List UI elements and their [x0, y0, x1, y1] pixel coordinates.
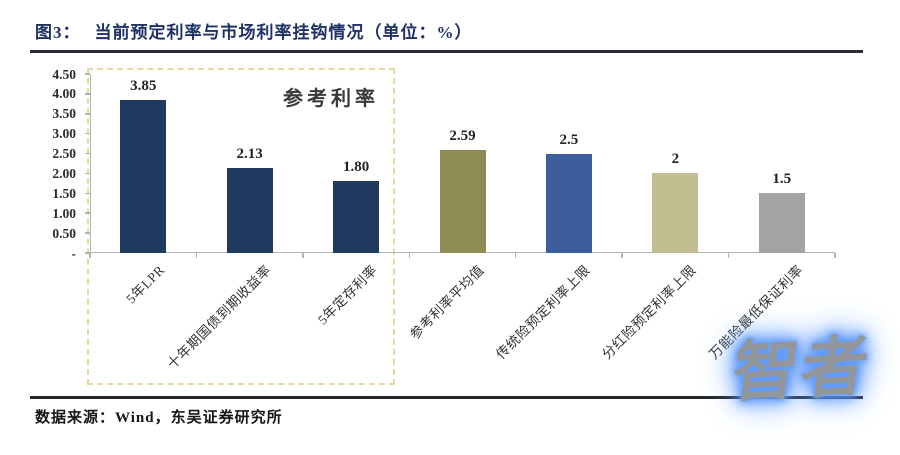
bar	[333, 181, 380, 253]
bottom-divider-line	[30, 396, 863, 399]
y-axis-tick-label: 2.00	[52, 165, 76, 181]
bar	[545, 153, 592, 253]
bar-value-label: 1.80	[342, 159, 370, 176]
bar-value-label: 2.13	[236, 146, 263, 163]
bar-value-label: 3.85	[130, 77, 157, 94]
bar	[439, 149, 486, 253]
y-axis-tick-mark	[85, 152, 90, 155]
data-source-text: 数据来源：Wind，东吴证券研究所	[35, 410, 283, 426]
y-axis-tick-label: 0.50	[52, 225, 76, 241]
x-axis-category-label: 传统险预定利率上限	[493, 262, 593, 362]
bar-value-label: 2.59	[449, 127, 476, 144]
y-axis-tick-mark	[85, 212, 90, 214]
watermark-text: 智者	[728, 330, 875, 411]
bar-value-label: 1.5	[772, 171, 792, 188]
bar	[226, 168, 273, 253]
reference-rate-dashed-box: 参考利率	[87, 68, 395, 385]
y-axis-tick-label: 4.50	[52, 66, 76, 82]
y-axis-tick-label: -	[71, 245, 77, 261]
y-axis-tick-label: 1.50	[52, 185, 76, 201]
bar-value-label: 2.5	[559, 131, 579, 148]
y-axis-tick-mark	[85, 93, 90, 95]
y-axis-tick-mark	[85, 192, 90, 195]
y-axis-tick-label: 2.50	[52, 146, 76, 162]
y-axis-tick-label: 3.50	[52, 106, 76, 122]
x-axis-tick-mark	[408, 253, 411, 258]
x-axis-category-label: 分红险预定利率上限	[599, 262, 700, 362]
bar	[652, 173, 699, 253]
x-axis-tick-mark	[514, 253, 517, 258]
y-axis-tick-mark	[85, 232, 90, 234]
x-axis-tick-mark	[621, 253, 623, 258]
y-axis-tick-mark	[85, 73, 90, 75]
bar	[758, 193, 805, 253]
y-axis-tick-mark	[85, 252, 90, 254]
x-axis-tick-mark	[302, 253, 304, 258]
x-axis-tick-mark	[89, 253, 91, 258]
x-axis-tick-mark	[727, 253, 730, 258]
figure-title: 图3： 当前预定利率与市场利率挂钩情况（单位：%）	[35, 18, 473, 43]
x-axis-tick-mark	[834, 253, 836, 258]
reference-rate-annotation: 参考利率	[283, 88, 379, 110]
y-axis-tick-mark	[85, 113, 90, 115]
title-divider-line	[30, 50, 863, 53]
y-axis-tick-label: 4.00	[52, 86, 76, 102]
bar	[120, 99, 167, 253]
x-axis-category-label: 参考利率平均值	[406, 262, 487, 343]
y-axis-tick-mark	[85, 172, 90, 175]
y-axis-tick-mark	[85, 132, 90, 135]
y-axis-tick-label: 3.00	[52, 126, 76, 142]
x-axis-tick-mark	[195, 253, 198, 258]
y-axis-tick-label: 1.00	[52, 205, 76, 221]
figure-title-prefix: 图3：	[35, 23, 81, 42]
bar-value-label: 2	[671, 151, 680, 168]
figure-title-text: 当前预定利率与市场利率挂钩情况（单位：%）	[94, 23, 473, 42]
